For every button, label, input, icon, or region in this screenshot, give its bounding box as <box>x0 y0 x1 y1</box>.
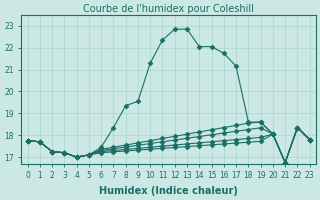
Title: Courbe de l'humidex pour Coleshill: Courbe de l'humidex pour Coleshill <box>83 4 254 14</box>
X-axis label: Humidex (Indice chaleur): Humidex (Indice chaleur) <box>99 186 238 196</box>
